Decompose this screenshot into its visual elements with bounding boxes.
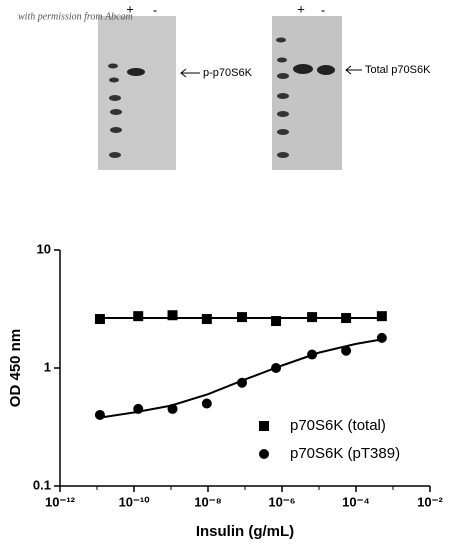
ladder-left xyxy=(108,63,122,158)
band xyxy=(293,64,313,74)
point xyxy=(94,409,105,420)
y-tick-label: 10 xyxy=(37,241,51,256)
blot-label: p-p70S6K xyxy=(203,67,253,79)
lane-label: - xyxy=(153,2,157,17)
x-tick-label: 10⁻⁸ xyxy=(194,494,221,509)
point xyxy=(94,314,105,325)
lane-label: + xyxy=(297,1,305,16)
blot-left xyxy=(98,16,176,170)
point xyxy=(201,314,212,325)
point xyxy=(307,312,318,323)
point xyxy=(307,349,318,360)
point xyxy=(167,310,178,321)
point xyxy=(271,316,282,327)
point xyxy=(376,311,387,322)
x-tick-label: 10⁻¹² xyxy=(45,494,76,509)
point xyxy=(237,377,248,388)
x-tick-label: 10⁻¹⁰ xyxy=(119,494,151,509)
point xyxy=(341,345,352,356)
y-tick-label: 1 xyxy=(44,359,51,374)
arrows xyxy=(180,65,362,78)
lane-label: - xyxy=(321,2,325,17)
y-axis-label: OD 450 nm xyxy=(7,329,24,407)
point xyxy=(376,332,387,343)
legend-marker xyxy=(259,449,269,459)
band xyxy=(317,65,335,75)
caption: with permission from Abcam xyxy=(18,11,133,22)
legend-label: p70S6K (pT389) xyxy=(290,445,400,462)
point xyxy=(201,398,212,409)
blot-label: Total p70S6K xyxy=(365,64,431,76)
point xyxy=(167,403,178,414)
blot-images xyxy=(98,16,362,170)
point xyxy=(133,403,144,414)
legend-marker xyxy=(259,421,269,431)
point xyxy=(271,363,282,373)
y-tick-label: 0.1 xyxy=(33,477,51,492)
legend-label: p70S6K (total) xyxy=(290,417,386,434)
x-axis-label: Insulin (g/mL) xyxy=(196,523,294,540)
x-tick-label: 10⁻⁴ xyxy=(342,494,370,509)
x-tick-label: 10⁻⁶ xyxy=(268,494,295,509)
band xyxy=(127,68,145,76)
point xyxy=(341,313,352,324)
x-tick-label: 10⁻² xyxy=(417,494,443,509)
point xyxy=(237,312,248,323)
point xyxy=(133,311,144,322)
ladder-right xyxy=(276,37,289,158)
lane-label: + xyxy=(126,1,134,16)
